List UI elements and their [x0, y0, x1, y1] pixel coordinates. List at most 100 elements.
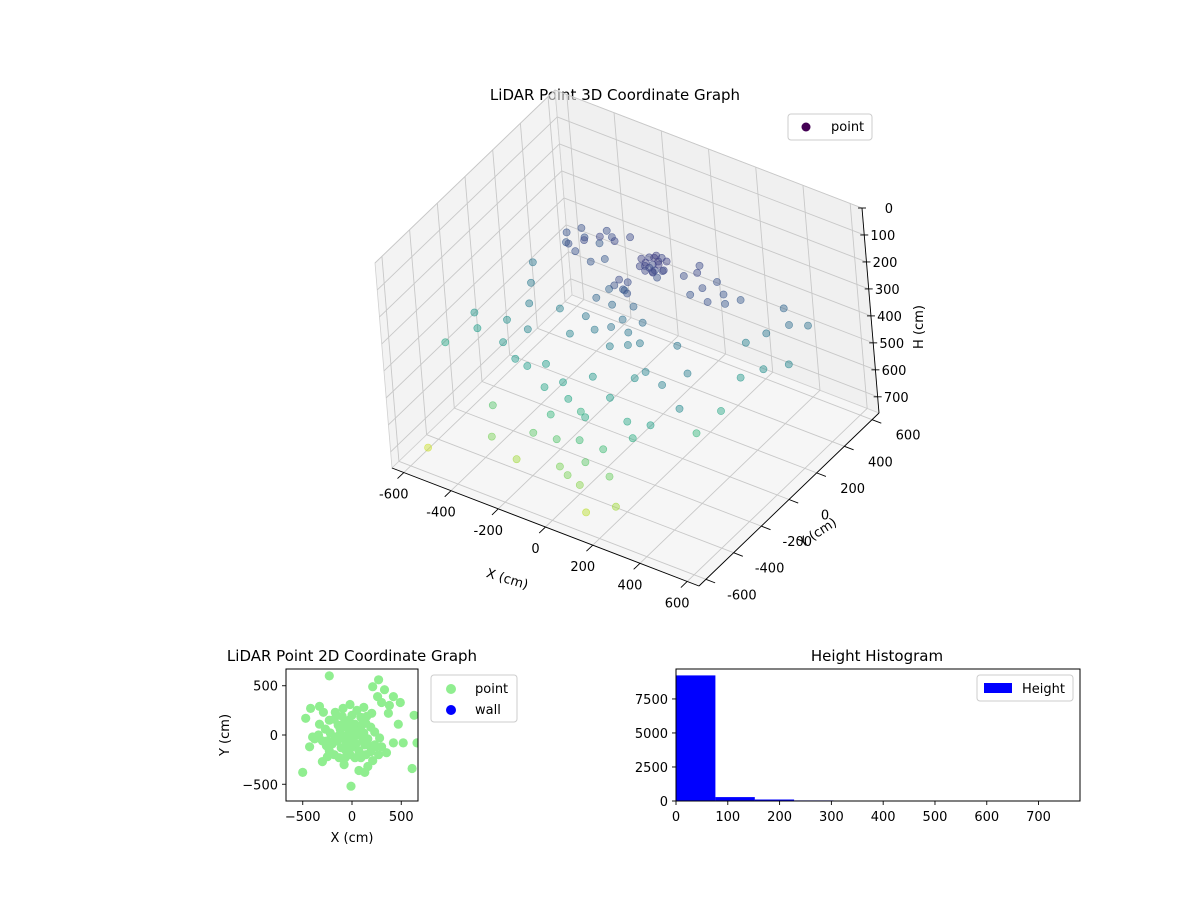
z-tick-label: 400: [877, 310, 902, 325]
gridline-y: [519, 123, 538, 329]
data-point: [637, 254, 646, 263]
data-point-point: [409, 710, 418, 720]
data-point: [512, 455, 521, 464]
data-point: [556, 462, 564, 471]
data-point: [546, 410, 555, 419]
data-point-point: [339, 760, 349, 770]
chart-2d-ticks: −500 0 500 −500 0 500: [242, 680, 413, 825]
data-point-point: [375, 733, 385, 743]
data-point: [695, 261, 704, 270]
legend-label-height: Height: [1022, 682, 1065, 697]
data-point: [562, 228, 571, 237]
gridline-z: [381, 170, 563, 345]
x-tick: [586, 544, 594, 552]
data-point: [641, 258, 650, 267]
data-point: [703, 298, 712, 306]
data-point: [575, 481, 584, 489]
data-point: [576, 407, 585, 416]
gridline-z: [383, 197, 565, 372]
z-tick-label: 600: [882, 364, 907, 379]
data-point-point: [357, 720, 367, 730]
gridline-y: [436, 203, 455, 409]
data-point: [529, 428, 538, 437]
gridline-x: [613, 112, 632, 318]
data-point: [607, 323, 615, 331]
gridline-z: [566, 224, 874, 344]
data-point: [630, 374, 639, 383]
gridline-x: [849, 203, 868, 409]
data-point: [581, 413, 590, 422]
data-point-point: [301, 713, 311, 723]
data-point: [487, 432, 496, 441]
z-tick-label: 100: [870, 229, 895, 244]
data-point-point: [335, 729, 345, 739]
z-tick-label: 300: [875, 283, 900, 298]
histogram-title: Height Histogram: [811, 647, 943, 665]
data-point-point: [329, 714, 339, 724]
data-point: [605, 342, 614, 351]
z-tick-label: 500: [879, 337, 904, 352]
data-point: [638, 318, 647, 327]
data-point: [525, 299, 534, 308]
y-tick: [788, 499, 799, 504]
data-point-point: [388, 692, 398, 702]
data-point: [615, 275, 623, 284]
y-tick-label: 200: [840, 482, 865, 497]
data-point: [679, 272, 688, 280]
y-tick: [761, 525, 771, 531]
data-point-point: [351, 726, 361, 736]
gridline-y: [547, 96, 566, 302]
gridline-z: [570, 278, 878, 398]
data-point: [605, 472, 614, 481]
data-point: [523, 325, 532, 334]
gridline-x: [566, 94, 585, 300]
data-point: [762, 329, 771, 338]
data-point-point: [317, 757, 327, 767]
data-point: [586, 257, 595, 266]
chart-3d-points: [424, 224, 812, 517]
gridline-z: [554, 89, 863, 209]
x-tick-label: -600: [379, 488, 409, 503]
gridline-z: [388, 251, 569, 426]
y-tick-label: -600: [727, 588, 757, 603]
data-point-point: [393, 719, 403, 729]
x-tick-label: −500: [285, 810, 321, 825]
data-point: [623, 278, 632, 287]
data-point-point: [368, 682, 378, 692]
data-point-point: [384, 700, 394, 711]
x-tick-label: 600: [974, 810, 999, 825]
y-tick: [705, 578, 716, 584]
legend-marker-wall: [446, 705, 456, 715]
chart-3d: LiDAR Point 3D Coordinate Graph -600 -400…: [374, 86, 927, 611]
gridline-x: [802, 185, 821, 391]
data-point: [675, 404, 684, 413]
data-point-point: [412, 738, 418, 748]
data-point: [503, 315, 511, 324]
data-point: [683, 369, 692, 378]
data-point: [542, 359, 550, 368]
legend-marker-point: [446, 684, 456, 694]
histogram-bar: [676, 675, 716, 801]
data-point: [424, 443, 432, 452]
data-point: [741, 338, 750, 347]
data-point: [721, 299, 729, 308]
data-point-point: [341, 746, 351, 756]
data-point: [629, 302, 638, 311]
data-point: [623, 289, 632, 298]
data-point: [588, 372, 597, 381]
data-point: [610, 237, 619, 245]
y-tick-label: 400: [868, 455, 893, 470]
data-point: [562, 238, 570, 247]
chart-3d-zlabel: H (cm): [912, 305, 927, 349]
data-point: [600, 255, 609, 263]
data-point: [612, 502, 620, 511]
data-point: [563, 471, 572, 479]
x-tick: [444, 490, 452, 498]
gridline-x: [660, 130, 679, 336]
data-point: [599, 445, 608, 454]
data-point: [692, 429, 701, 438]
data-point-point: [322, 736, 332, 746]
x-tick-label: 600: [665, 596, 690, 611]
data-point-point: [338, 703, 348, 714]
